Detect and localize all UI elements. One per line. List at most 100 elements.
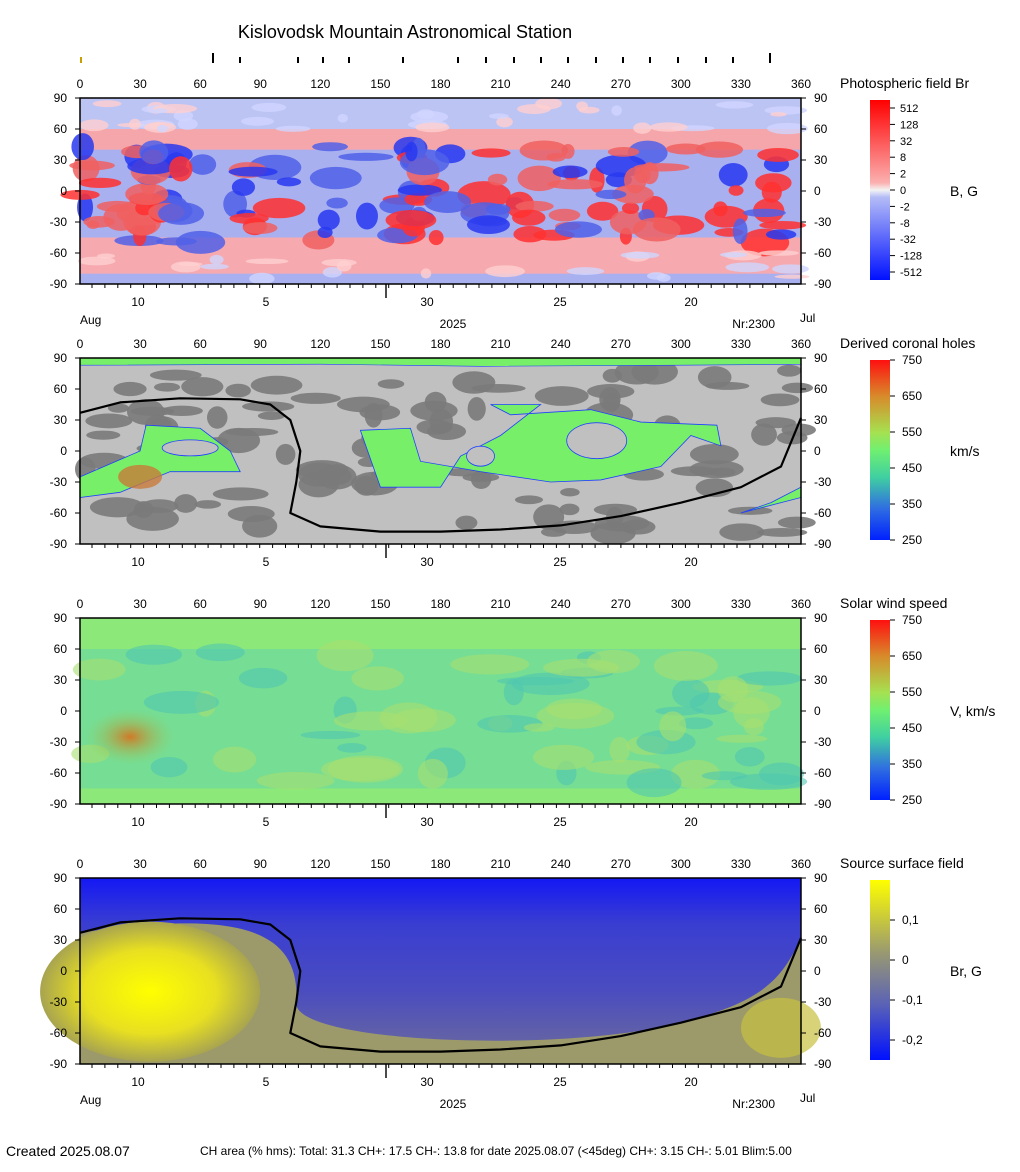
y-tick-label-left: 30 (54, 153, 68, 167)
polar-streak (566, 267, 605, 275)
speed-patch (716, 734, 768, 743)
x-tick-label: 0 (77, 337, 84, 351)
speed-patch (150, 756, 188, 778)
dark-region (593, 503, 638, 516)
dark-region (194, 500, 222, 509)
colorbar-tick-label: 750 (902, 353, 922, 367)
y-tick-label-right: 90 (814, 351, 828, 365)
dark-region (751, 423, 777, 446)
dark-region (462, 472, 500, 482)
y-tick-label-left: 90 (54, 351, 68, 365)
magnetic-patch (466, 215, 510, 235)
fast-wind-core (118, 464, 163, 489)
figure-title: Kislovodsk Mountain Astronomical Station (238, 22, 572, 42)
y-tick-label-left: 60 (54, 382, 68, 396)
polar-streak (766, 122, 808, 135)
colorbar-tick-label: 650 (902, 389, 922, 403)
colorbar-tick-label: -128 (900, 251, 922, 263)
dark-region (153, 382, 181, 392)
magnetic-patch (632, 217, 681, 242)
speed-patch (511, 672, 590, 696)
x-tick-label: 240 (551, 337, 571, 351)
dark-region (689, 444, 739, 465)
y-tick-label-right: -30 (814, 995, 832, 1009)
x-tick-label: 120 (310, 857, 330, 871)
dark-region (212, 487, 269, 501)
polar-streak (578, 106, 600, 114)
speed-patch (316, 639, 374, 672)
y-tick-label-left: 90 (54, 611, 68, 625)
polar-streak (249, 272, 275, 285)
magnetic-patch (385, 210, 437, 231)
dark-region (777, 516, 816, 529)
polar-streak (209, 254, 224, 265)
x-tick-label: 150 (370, 337, 390, 351)
y-tick-label-right: 60 (814, 642, 828, 656)
speed-patch (351, 666, 404, 691)
polar-streak (245, 258, 289, 265)
dark-region (354, 475, 379, 496)
y-tick-label-right: 90 (814, 871, 828, 885)
y-tick-label-left: -60 (50, 506, 68, 520)
x-tick-label: 330 (731, 77, 751, 91)
colorbar (870, 100, 890, 280)
x-tick-label: 150 (370, 597, 390, 611)
magnetic-patch (428, 230, 444, 246)
dark-region (467, 397, 486, 421)
magnetic-patch (633, 163, 690, 172)
x-tick-label: 240 (551, 857, 571, 871)
y-tick-label-right: -90 (814, 1057, 832, 1071)
dark-region (410, 400, 458, 421)
polar-streak (410, 111, 449, 123)
y-tick-label-right: -60 (814, 1026, 832, 1040)
positive-maximum (40, 921, 261, 1062)
x-tick-label: 270 (611, 77, 631, 91)
y-tick-label-left: -60 (50, 766, 68, 780)
speed-patch (734, 747, 765, 767)
x-tick-label: 120 (310, 337, 330, 351)
colorbar-tick-label: -8 (900, 218, 910, 230)
date-tick-label: 20 (684, 815, 698, 829)
dark-region (781, 423, 816, 437)
dark-region (242, 401, 295, 412)
y-tick-label-right: -60 (814, 766, 832, 780)
colorbar-tick-label: 8 (900, 152, 906, 164)
date-tick-label: 10 (131, 815, 145, 829)
y-tick-label-right: 0 (814, 444, 821, 458)
polar-streak (92, 100, 122, 108)
dark-region (602, 393, 620, 412)
colorbar-title: Source surface field (840, 855, 964, 871)
colorbar-tick-label: -2 (900, 201, 910, 213)
dark-region (705, 381, 750, 390)
speed-patch (125, 644, 183, 665)
magnetic-patch (519, 140, 569, 161)
neutral-line (79, 917, 803, 1053)
month-label-left: Aug (80, 1093, 101, 1107)
magnetic-patch (607, 147, 640, 157)
y-tick-label-right: -30 (814, 735, 832, 749)
speed-patch (653, 650, 718, 681)
magnetic-patch (732, 218, 748, 244)
x-tick-label: 270 (611, 857, 631, 871)
y-tick-label-left: 30 (54, 673, 68, 687)
magnetic-patch (485, 203, 511, 215)
y-tick-label-left: -90 (50, 277, 68, 291)
colorbar-tick-label: -0,1 (902, 993, 923, 1007)
date-tick-label: 25 (553, 555, 567, 569)
magnetic-patch (759, 220, 807, 230)
speed-patch (736, 671, 802, 686)
colorbar-unit-label: km/s (950, 443, 980, 459)
speed-patch (333, 711, 408, 731)
dark-region (377, 379, 405, 389)
y-tick-label-left: -90 (50, 537, 68, 551)
polar-streak (77, 256, 116, 266)
date-tick-label: 30 (420, 1075, 434, 1089)
dark-region (514, 495, 544, 505)
month-label-left: Aug (80, 313, 101, 327)
y-tick-label-left: -30 (50, 215, 68, 229)
speed-patch (533, 744, 595, 770)
date-tick-label: 10 (131, 555, 145, 569)
y-tick-label-left: 90 (54, 91, 68, 105)
speed-patch (195, 643, 245, 662)
dark-region (416, 419, 453, 435)
